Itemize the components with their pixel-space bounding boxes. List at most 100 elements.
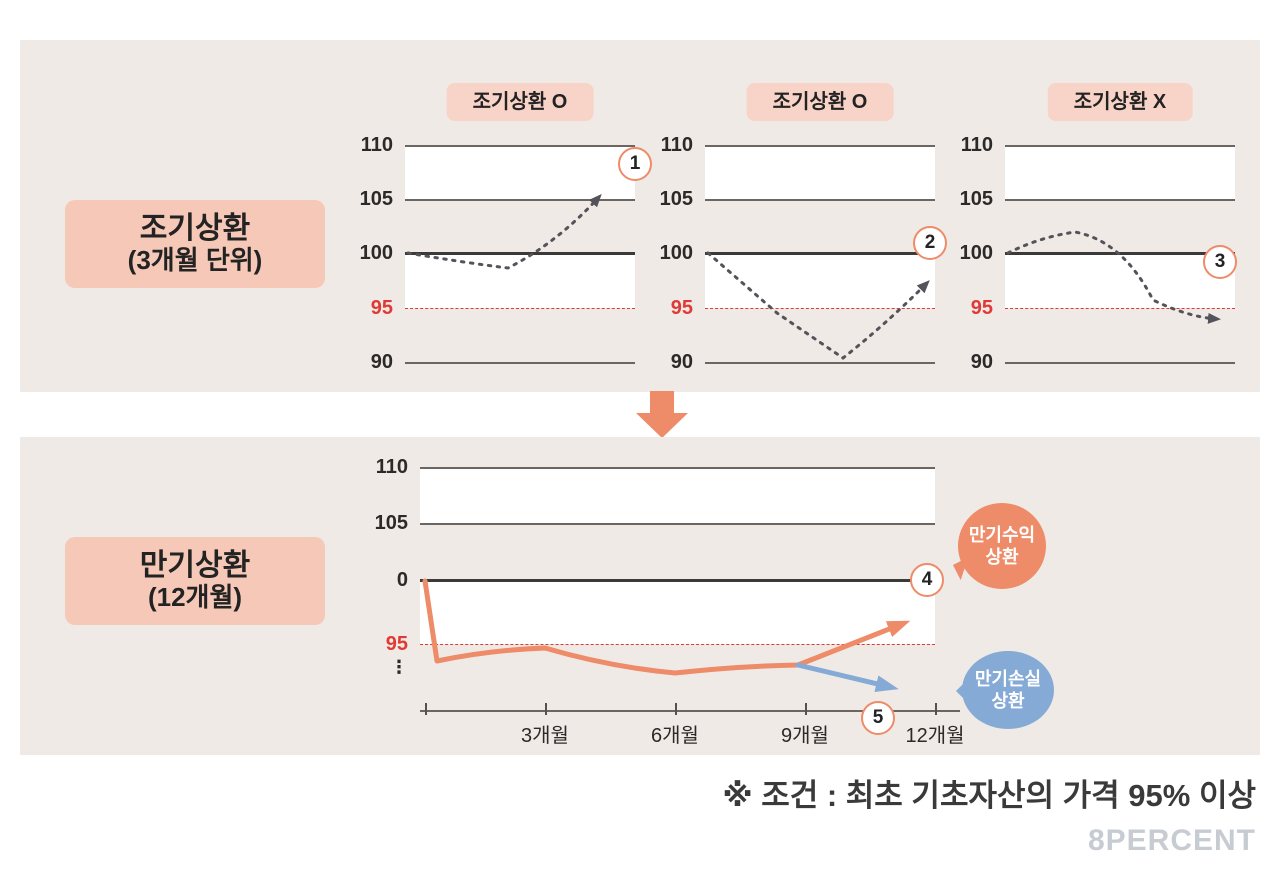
ytick-110: 110: [960, 134, 993, 156]
price-path-chart1: [406, 194, 602, 270]
gridline-100: [705, 252, 935, 255]
ytick-95: 95: [385, 633, 408, 655]
ytick-105: 105: [659, 188, 693, 210]
band-100-95: [420, 580, 935, 644]
band-110-105: [1005, 145, 1235, 199]
band-110-105: [705, 145, 935, 199]
marker-circle-2: 2: [913, 226, 947, 260]
brand-logo: 8PERCENT: [1087, 824, 1256, 857]
loss-bubble: 만기손실 상환: [956, 651, 1054, 729]
dotted-line: [1006, 230, 1221, 324]
ytick-105: 105: [959, 188, 993, 210]
marker-1-number: 1: [629, 153, 641, 174]
gridline-100: [405, 252, 635, 255]
mini-chart-2: 조기상환 O 110 105 100 95 90 2: [660, 83, 947, 373]
ytick-95: 95: [370, 297, 393, 319]
mini-chart-1: 조기상환 O 110 105 100 95 90 1: [360, 83, 652, 373]
ytick-105: 105: [374, 512, 408, 534]
marker-4-number: 4: [921, 569, 933, 590]
x-axis-tick: [805, 703, 807, 715]
band-110-105: [405, 145, 635, 199]
ytick-105: 105: [359, 188, 393, 210]
condition-caption: ※ 조건 : 최초 기초자산의 가격 95% 이상: [722, 778, 1256, 813]
gridline-90: [1005, 362, 1235, 364]
xtick-12m: 12개월: [905, 725, 965, 747]
marker-circle-5: 5: [861, 701, 895, 735]
ytick-ellipsis: ⋮: [390, 657, 408, 677]
ytick-95: 95: [670, 297, 693, 319]
maturity-subtitle: (12개월): [147, 582, 243, 613]
barrier-line-95: [405, 308, 635, 309]
gridline-90: [705, 362, 935, 364]
loss-path: [795, 662, 899, 693]
maturity-label-box: 만기상환 (12개월): [65, 537, 325, 625]
marker-circle-3: 3: [1203, 245, 1237, 279]
ytick-95: 95: [970, 297, 993, 319]
early-redemption-panel: 조기상환 (3개월 단위) 조기상환 O 110 105 100 95 90: [20, 40, 1260, 392]
marker-circle-1: 1: [618, 147, 652, 181]
ytick-110: 110: [660, 134, 693, 156]
marker-2-number: 2: [924, 232, 936, 253]
early-redemption-title: 조기상환: [139, 211, 251, 245]
mini-chart-3: 조기상환 X 110 105 100 95 90 3: [960, 83, 1237, 373]
band-100-95: [1005, 253, 1235, 308]
profit-bubble-line1: 만기수익: [968, 524, 1036, 545]
ytick-90: 90: [670, 351, 693, 373]
gridline-100: [420, 579, 935, 582]
x-axis-tick: [425, 703, 427, 715]
maturity-chart: 110 105 0 95 ⋮ 3개월 6개월 9개월 12개월: [375, 456, 965, 747]
ytick-90: 90: [970, 351, 993, 373]
xtick-9m: 9개월: [781, 725, 829, 747]
barrier-line-95: [1005, 308, 1235, 309]
gridline-110: [705, 145, 935, 147]
band-100-95: [405, 253, 635, 308]
price-path-chart2: [706, 251, 930, 360]
dotted-line: [406, 194, 602, 270]
gridline-105: [420, 523, 935, 525]
marker-circle-4: 4: [910, 563, 944, 597]
early-redemption-subtitle: (3개월 단위): [127, 245, 263, 276]
ytick-100: 100: [359, 242, 393, 264]
xtick-3m: 3개월: [521, 725, 569, 747]
gridline-105: [405, 199, 635, 201]
gridline-90: [405, 362, 635, 364]
chart1-badge: 조기상환 O: [446, 83, 594, 121]
xtick-6m: 6개월: [651, 725, 699, 747]
ytick-90: 90: [370, 351, 393, 373]
price-path-chart3: [1006, 230, 1221, 324]
early-redemption-label-box: 조기상환 (3개월 단위): [65, 200, 325, 288]
down-arrow-icon: [636, 391, 688, 438]
gridline-105: [1005, 199, 1235, 201]
chart3-badge: 조기상환 X: [1047, 83, 1193, 121]
x-axis-line: [420, 710, 960, 712]
profit-bubble-line2: 상환: [985, 547, 1019, 567]
ytick-110: 110: [375, 456, 408, 478]
loss-bubble-line1: 만기손실: [974, 668, 1042, 689]
gridline-110: [405, 145, 635, 147]
ytick-100: 100: [959, 242, 993, 264]
x-axis-tick: [675, 703, 677, 715]
gridline-105: [705, 199, 935, 201]
ytick-110: 110: [360, 134, 393, 156]
ytick-0: 0: [396, 569, 408, 591]
dotted-line: [706, 251, 930, 360]
maturity-title: 만기상환: [139, 548, 251, 582]
marker-3-number: 3: [1214, 251, 1226, 272]
band-110-105: [420, 467, 935, 523]
profit-bubble: 만기수익 상환: [937, 503, 1046, 589]
loss-bubble-line2: 상환: [991, 691, 1025, 711]
x-axis-tick: [545, 703, 547, 715]
profit-path: [422, 578, 911, 676]
ytick-100: 100: [659, 242, 693, 264]
band-100-95: [705, 253, 935, 308]
chart2-badge: 조기상환 O: [746, 83, 894, 121]
gridline-110: [420, 467, 935, 469]
barrier-line-95: [705, 308, 935, 309]
gridline-110: [1005, 145, 1235, 147]
maturity-price-paths: [422, 578, 911, 693]
gridline-100: [1005, 252, 1235, 255]
barrier-line-95: [420, 644, 935, 645]
marker-5-number: 5: [872, 707, 884, 728]
x-axis-tick: [935, 703, 937, 715]
